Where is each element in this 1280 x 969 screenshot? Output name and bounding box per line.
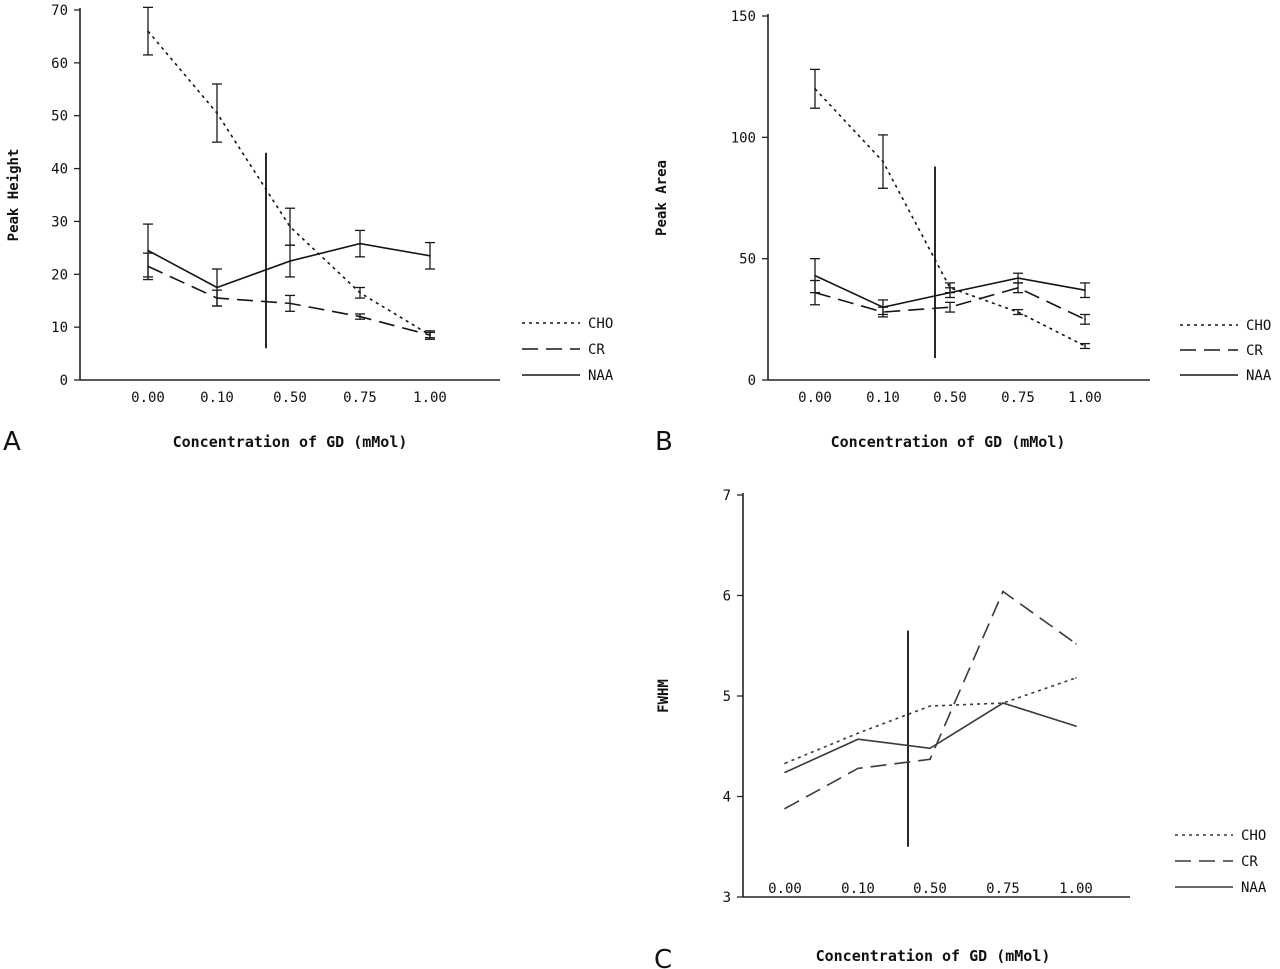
x-tick-label: 0.50: [913, 881, 947, 897]
x-tick-label: 0.00: [131, 390, 165, 406]
x-tick-label: 0.75: [1001, 390, 1035, 406]
y-tick-label: 50: [739, 252, 756, 268]
panel-letter: B: [655, 427, 673, 457]
x-tick-label: 0.75: [343, 390, 377, 406]
series-line-cho: [784, 677, 1077, 765]
data-point-cr: [1002, 590, 1004, 593]
series-line-cho: [147, 30, 431, 336]
data-point-cho: [857, 732, 859, 734]
x-axis-label: Concentration of GD (mMol): [173, 433, 408, 451]
x-tick-label: 0.00: [768, 881, 802, 897]
x-tick-label: 0.10: [866, 390, 900, 406]
data-point-naa: [1075, 725, 1077, 727]
y-tick-label: 20: [51, 267, 68, 283]
data-point-cr: [929, 758, 931, 761]
y-tick-label: 5: [723, 689, 731, 705]
legend-label-naa: NAA: [1246, 368, 1272, 384]
legend-label-naa: NAA: [588, 368, 614, 384]
x-axis-label: Concentration of GD (mMol): [831, 433, 1066, 451]
legend-label-cho: CHO: [1246, 318, 1271, 334]
y-tick-label: 50: [51, 109, 68, 125]
x-tick-label: 0.50: [933, 390, 967, 406]
x-axis-label: Concentration of GD (mMol): [816, 947, 1051, 965]
y-tick-label: 3: [723, 890, 731, 906]
y-axis-label: FWHM: [656, 679, 672, 713]
x-tick-label: 0.00: [798, 390, 832, 406]
x-tick-label: 0.10: [841, 881, 875, 897]
y-tick-label: 0: [748, 373, 756, 389]
x-tick-label: 1.00: [1059, 881, 1093, 897]
legend-label-cr: CR: [1246, 343, 1263, 359]
legend-label-cr: CR: [1241, 854, 1258, 870]
y-tick-label: 150: [731, 9, 756, 25]
data-point-naa: [784, 771, 786, 774]
panel-a-chart: 0 10 20 30 40 50 60 70 0.00 0.10 0.50 0.75 1.00 CHO…: [3, 3, 614, 457]
panel-c-chart: 3 4 5 6 7 0.00 0.10 0.50 0.75 1.00 CHO CR NAA FWHM…: [654, 488, 1267, 969]
y-tick-label: 30: [51, 214, 68, 230]
data-point-cho: [929, 705, 931, 707]
legend-label-cho: CHO: [588, 316, 613, 332]
series-line-naa: [147, 242, 431, 289]
series-line-cr: [784, 590, 1077, 810]
legend-label-cr: CR: [588, 342, 605, 358]
legend-label-naa: NAA: [1241, 880, 1267, 896]
y-tick-label: 40: [51, 162, 68, 178]
data-point-naa: [929, 747, 931, 750]
x-tick-label: 0.50: [273, 390, 307, 406]
data-point-cr: [857, 767, 859, 770]
y-tick-label: 10: [51, 320, 68, 336]
y-tick-label: 6: [723, 589, 731, 605]
panel-letter: A: [3, 427, 21, 457]
x-tick-label: 1.00: [413, 390, 447, 406]
x-tick-label: 0.10: [200, 390, 234, 406]
x-tick-label: 0.75: [986, 881, 1020, 897]
y-tick-label: 0: [60, 373, 68, 389]
y-axis-label: Peak Area: [654, 160, 670, 236]
data-point-cho: [784, 762, 786, 765]
panel-letter: C: [654, 945, 672, 969]
data-point-cho: [1075, 677, 1077, 679]
y-tick-label: 4: [723, 790, 731, 806]
y-tick-label: 7: [723, 488, 731, 504]
data-point-naa: [1002, 702, 1004, 704]
data-point-cr: [1075, 642, 1077, 645]
y-tick-label: 60: [51, 56, 68, 72]
y-tick-label: 100: [731, 130, 756, 146]
data-point-cr: [784, 807, 786, 810]
legend-label-cho: CHO: [1241, 828, 1266, 844]
series-line-naa: [784, 702, 1077, 774]
y-axis-label: Peak Height: [6, 149, 22, 242]
x-tick-label: 1.00: [1068, 390, 1102, 406]
y-tick-label: 70: [51, 3, 68, 19]
data-point-naa: [857, 738, 859, 741]
